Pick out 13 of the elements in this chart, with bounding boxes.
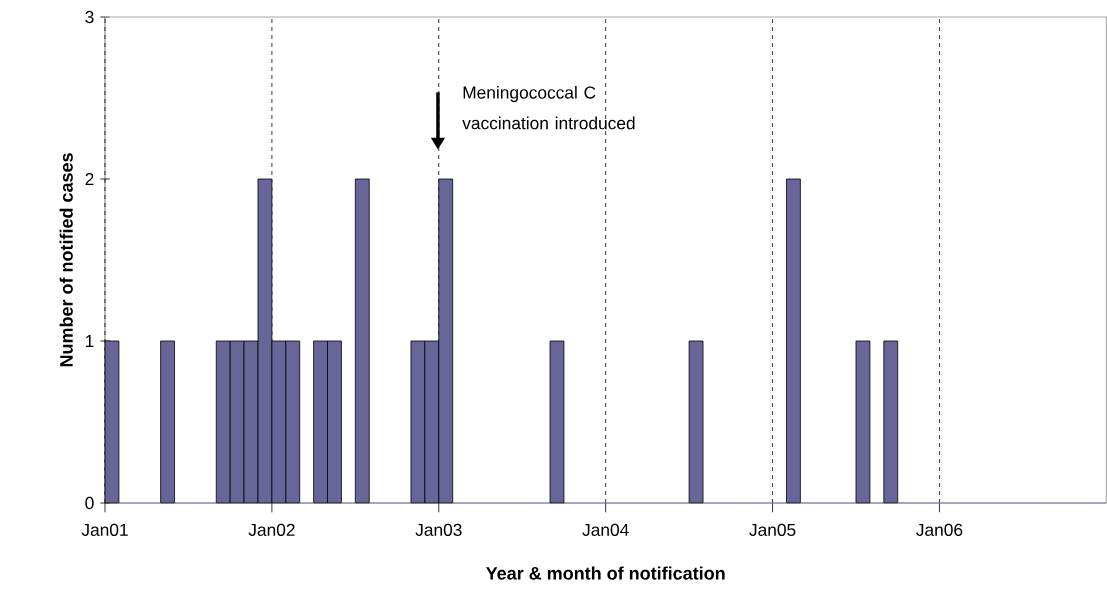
x-tick-label: Jan04 xyxy=(582,523,629,536)
y-axis-title: Number of notified cases xyxy=(59,153,73,367)
x-axis-title: Year & month of notification xyxy=(485,566,725,580)
y-tick-label: 3 xyxy=(85,10,94,24)
y-tick-label: 2 xyxy=(85,172,94,186)
x-tick-label: Jan02 xyxy=(248,523,295,536)
y-tick-label: 1 xyxy=(85,335,94,347)
annotation: Meningococcal C vaccination introduced xyxy=(462,85,635,130)
x-tick-label: Jan01 xyxy=(81,523,128,536)
x-tick-label: Jan06 xyxy=(916,523,963,536)
y-tick-label: 0 xyxy=(85,496,94,510)
x-tick-label: Jan05 xyxy=(749,523,796,536)
x-tick-label: Jan03 xyxy=(415,523,462,536)
